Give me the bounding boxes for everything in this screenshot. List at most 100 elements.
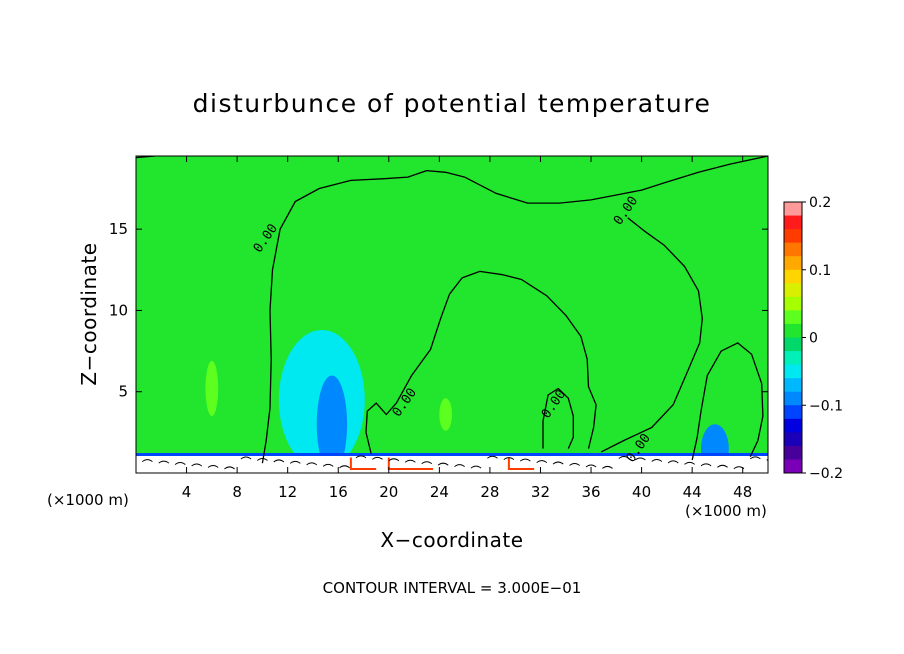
colorbar-segment bbox=[784, 405, 802, 420]
colorbar-segment bbox=[784, 229, 802, 244]
surface-contour bbox=[667, 460, 679, 464]
x-axis: 4 8 12 16 20 24 28 32 36 40 44 48 bbox=[182, 156, 752, 501]
surface-contour bbox=[322, 463, 334, 467]
surface-contour bbox=[224, 466, 235, 470]
plot-frame bbox=[135, 155, 769, 474]
surface-contour bbox=[404, 459, 416, 463]
colorbar-segment bbox=[784, 310, 802, 325]
y-tick-label: 15 bbox=[109, 220, 128, 238]
zero-contour-line bbox=[261, 156, 768, 464]
zero-contours bbox=[136, 156, 768, 464]
colorbar-tick-label: −0.1 bbox=[809, 398, 843, 414]
colorbar-tick-label: 0.1 bbox=[809, 263, 831, 279]
x-tick-label: 36 bbox=[581, 483, 600, 501]
colorbar-segment bbox=[784, 296, 802, 311]
surface-contour bbox=[257, 457, 268, 461]
colorbar-segment bbox=[784, 256, 802, 271]
colorbar-tick-label: 0 bbox=[809, 331, 818, 347]
surface-contour bbox=[536, 460, 548, 463]
surface-contour bbox=[142, 459, 153, 463]
x-tick-label: 16 bbox=[329, 483, 348, 501]
colorbar-tick-label: 0.2 bbox=[809, 195, 831, 211]
surface-contour bbox=[717, 464, 728, 468]
y-axis: 5 10 15 bbox=[109, 220, 768, 401]
surface-contour bbox=[585, 464, 597, 468]
x-tick-label: 20 bbox=[379, 483, 398, 501]
colorbar: 0.2 0.1 0 −0.1 −0.2 bbox=[783, 195, 843, 482]
surface-contour bbox=[634, 457, 646, 461]
colorbar-segment bbox=[784, 351, 802, 366]
x-tick-label: 48 bbox=[733, 483, 752, 501]
surface-contour bbox=[552, 461, 564, 465]
y-tick-label: 5 bbox=[118, 383, 128, 401]
surface-contour bbox=[470, 465, 482, 469]
plot-background-field bbox=[136, 156, 768, 473]
x-tick-label: 44 bbox=[683, 483, 702, 501]
surface-contour bbox=[174, 462, 186, 465]
surface-contour bbox=[339, 465, 350, 469]
colorbar-segment bbox=[784, 391, 802, 406]
anomaly-blob bbox=[439, 398, 452, 431]
surface-warm-edge bbox=[507, 457, 535, 470]
colorbar-segment bbox=[784, 378, 802, 393]
surface-contour bbox=[618, 456, 630, 459]
surface-contour bbox=[273, 459, 285, 463]
surface-contour bbox=[684, 461, 695, 465]
surface-warm-edge bbox=[349, 457, 377, 470]
surface-contour bbox=[569, 463, 580, 466]
surface-contour bbox=[602, 465, 613, 469]
colorbar-segment bbox=[784, 269, 802, 284]
surface-contour bbox=[306, 462, 318, 466]
colorbar-segment bbox=[784, 323, 802, 338]
anomaly-blob bbox=[205, 360, 219, 417]
x-tick-label: 4 bbox=[182, 483, 192, 501]
surface-contour bbox=[503, 457, 515, 461]
surface-contour bbox=[355, 455, 367, 459]
surface-contour bbox=[454, 464, 465, 468]
surface-contour bbox=[749, 456, 761, 460]
zero-contour-line bbox=[600, 217, 703, 453]
colorbar-segment bbox=[784, 432, 802, 447]
surface-layer bbox=[136, 452, 768, 473]
surface-contour bbox=[700, 463, 712, 467]
colorbar-segment bbox=[784, 364, 802, 379]
x-tick-label: 40 bbox=[632, 483, 651, 501]
colorbar-segment bbox=[784, 283, 802, 298]
colorbar-segment bbox=[784, 445, 802, 460]
contour-interval-footer: CONTOUR INTERVAL = 3.000E−01 bbox=[323, 579, 582, 597]
surface-contour bbox=[191, 463, 203, 467]
zero-contour-line bbox=[542, 387, 574, 449]
surface-contour bbox=[437, 462, 449, 466]
x-tick-label: 28 bbox=[480, 483, 499, 501]
anomaly-blob bbox=[316, 375, 348, 473]
surface-contour bbox=[651, 458, 663, 462]
surface-contour bbox=[372, 456, 383, 460]
chart-title: disturbunce of potential temperature bbox=[193, 89, 712, 118]
surface-contour bbox=[289, 460, 301, 464]
zero-contour-line bbox=[365, 270, 597, 454]
surface-contour bbox=[158, 460, 170, 464]
colorbar-segment bbox=[784, 337, 802, 352]
x-unit-right: (×1000 m) bbox=[685, 502, 767, 520]
plot-area bbox=[136, 156, 768, 473]
anomaly-blob bbox=[318, 261, 334, 278]
surface-band bbox=[136, 453, 768, 473]
colorbar-segment bbox=[784, 215, 802, 230]
y-tick-label: 10 bbox=[109, 301, 128, 319]
x-unit-left: (×1000 m) bbox=[47, 491, 129, 509]
surface-contour bbox=[519, 458, 531, 462]
colorbar-segment bbox=[784, 418, 802, 433]
x-tick-label: 8 bbox=[232, 483, 242, 501]
zero-contour-line bbox=[691, 342, 764, 461]
x-axis-label: X−coordinate bbox=[380, 528, 523, 552]
colorbar-tick-label: −0.2 bbox=[809, 466, 843, 482]
surface-contour bbox=[421, 461, 433, 465]
x-tick-label: 32 bbox=[531, 483, 550, 501]
surface-contour bbox=[207, 464, 219, 468]
x-tick-label: 12 bbox=[278, 483, 297, 501]
colorbar-segment bbox=[784, 459, 802, 474]
y-axis-label: Z−coordinate bbox=[77, 242, 101, 385]
surface-contour bbox=[487, 455, 498, 459]
colorbar-segment bbox=[784, 202, 802, 217]
